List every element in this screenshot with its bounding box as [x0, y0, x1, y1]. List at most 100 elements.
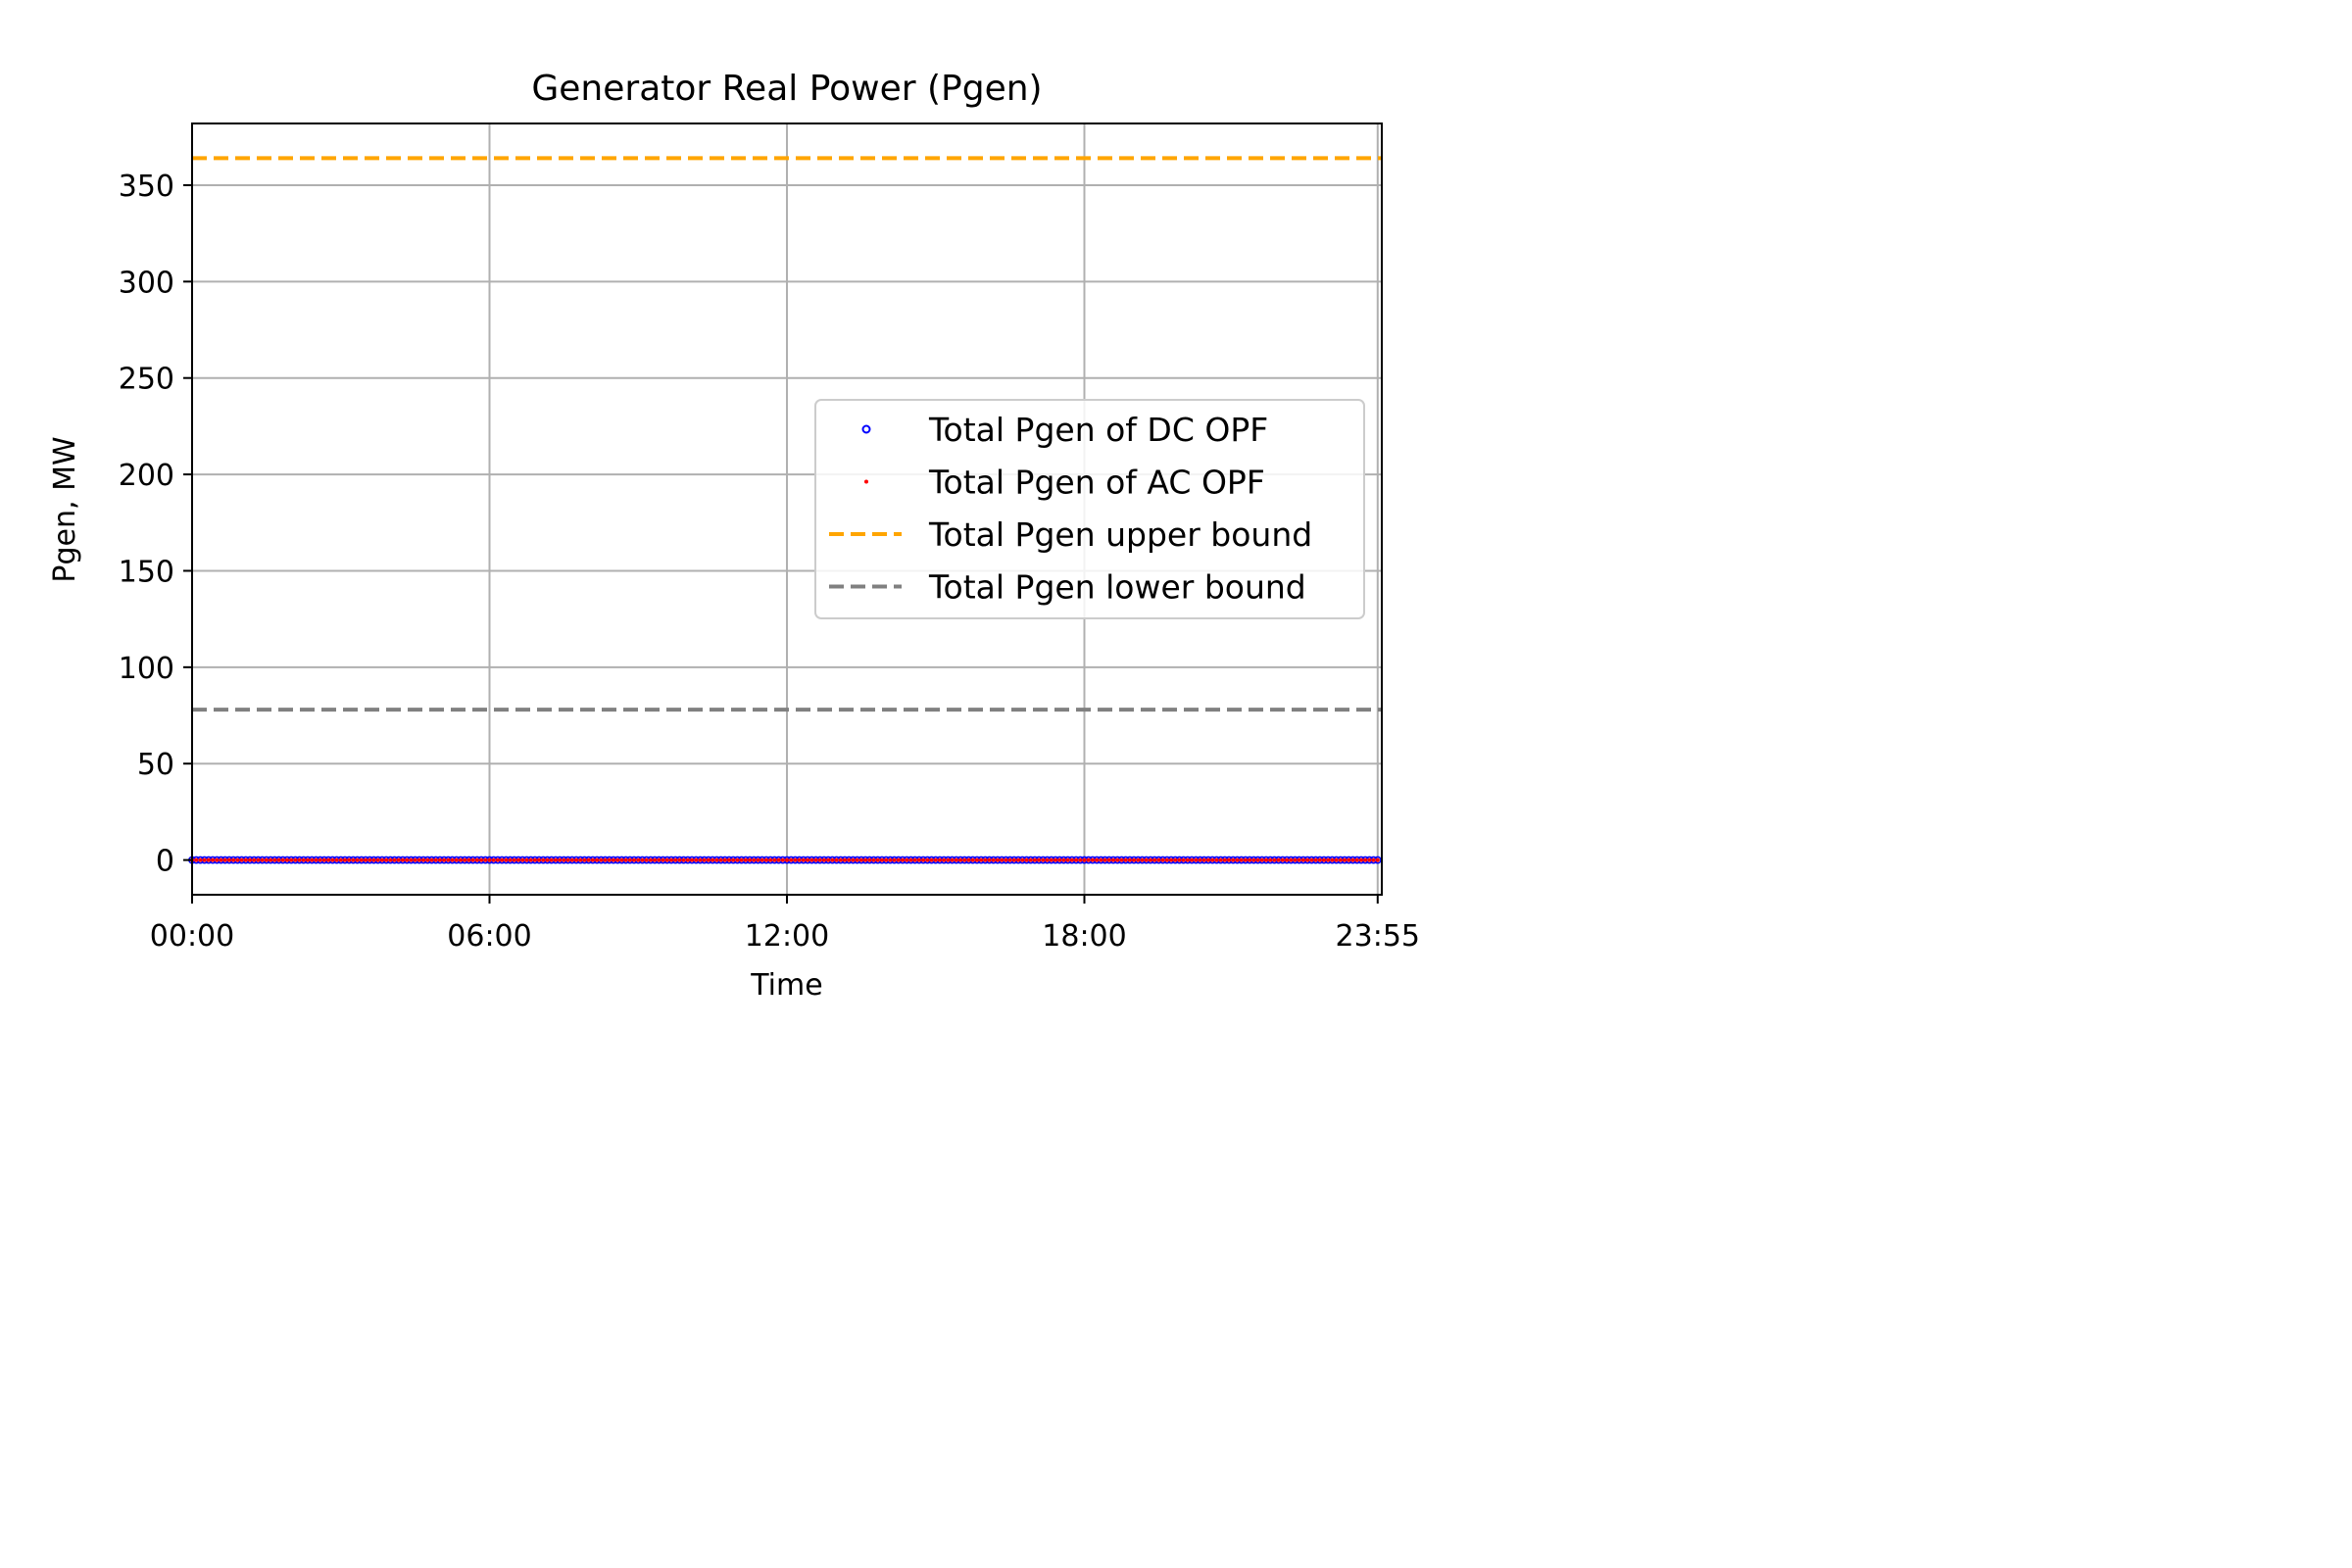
- data-point: [405, 858, 410, 862]
- data-point: [483, 858, 488, 862]
- data-point: [731, 858, 736, 862]
- data-point: [326, 858, 331, 862]
- data-point: [458, 858, 463, 862]
- data-point: [756, 858, 760, 862]
- data-point: [466, 858, 471, 862]
- data-point: [1222, 858, 1227, 862]
- data-point: [306, 858, 311, 862]
- data-point: [1090, 858, 1095, 862]
- data-point: [933, 858, 938, 862]
- y-axis: 0 50 100 150 200 250 300 350: [119, 170, 192, 879]
- data-point: [912, 858, 917, 862]
- legend-item: Total Pgen lower bound: [829, 568, 1306, 607]
- data-point: [528, 858, 533, 862]
- data-point: [532, 858, 537, 862]
- data-point: [1102, 858, 1107, 862]
- data-point: [416, 858, 421, 862]
- data-point: [1285, 858, 1290, 862]
- data-point: [892, 858, 897, 862]
- data-point: [1028, 858, 1033, 862]
- data-point: [1074, 858, 1079, 862]
- data-point: [1111, 858, 1116, 862]
- data-point: [950, 858, 955, 862]
- data-point: [838, 858, 843, 862]
- data-point: [479, 858, 484, 862]
- data-point: [1214, 858, 1219, 862]
- data-point: [673, 858, 678, 862]
- chart-title: Generator Real Power (Pgen): [531, 69, 1042, 109]
- data-point: [206, 858, 211, 862]
- data-point: [916, 858, 921, 862]
- data-point: [1148, 858, 1152, 862]
- data-point: [504, 858, 509, 862]
- data-point: [817, 858, 822, 862]
- data-point: [847, 858, 852, 862]
- data-point: [763, 858, 768, 862]
- data-point: [685, 858, 690, 862]
- data-point: [1181, 858, 1186, 862]
- x-tick-label: 12:00: [745, 919, 829, 954]
- data-point: [987, 858, 992, 862]
- data-point: [1268, 858, 1273, 862]
- data-point: [549, 858, 554, 862]
- data-point: [1350, 858, 1355, 862]
- data-point: [797, 858, 802, 862]
- data-point: [1317, 858, 1322, 862]
- data-point: [256, 858, 261, 862]
- data-point: [537, 858, 542, 862]
- data-point: [1321, 858, 1326, 862]
- data-point: [1297, 858, 1301, 862]
- data-point: [347, 858, 352, 862]
- data-point: [297, 858, 302, 862]
- data-point: [359, 858, 364, 862]
- data-point: [450, 858, 455, 862]
- data-point: [248, 858, 253, 862]
- data-point: [338, 858, 343, 862]
- data-point: [958, 858, 963, 862]
- data-point: [396, 858, 401, 862]
- chart: Generator Real Power (Pgen) 00:00 06:00 12…: [0, 0, 1519, 1029]
- data-point: [1041, 858, 1046, 862]
- data-point: [1053, 858, 1057, 862]
- data-point: [231, 858, 236, 862]
- data-point: [1152, 858, 1157, 862]
- data-point: [586, 858, 591, 862]
- data-point: [809, 858, 814, 862]
- data-point: [1057, 858, 1062, 862]
- data-point: [284, 858, 289, 862]
- data-point: [215, 858, 220, 862]
- data-point: [202, 858, 207, 862]
- data-point: [772, 858, 777, 862]
- data-point: [690, 858, 695, 862]
- data-point: [888, 858, 893, 862]
- data-point: [636, 858, 641, 862]
- data-point: [1239, 858, 1244, 862]
- data-point: [222, 858, 227, 862]
- data-point: [698, 858, 703, 862]
- y-tick-label: 300: [119, 266, 174, 300]
- x-tick-label: 23:55: [1336, 919, 1420, 954]
- data-point: [446, 858, 451, 862]
- y-tick-label: 150: [119, 555, 174, 589]
- data-point: [272, 858, 277, 862]
- data-point: [929, 858, 934, 862]
- data-point: [937, 858, 942, 862]
- x-tick-label: 06:00: [447, 919, 531, 954]
- data-point: [392, 858, 397, 862]
- data-point: [379, 858, 384, 862]
- data-point: [1305, 858, 1310, 862]
- data-point: [198, 858, 203, 862]
- data-point: [1198, 858, 1202, 862]
- data-point: [226, 858, 231, 862]
- data-point: [1201, 858, 1206, 862]
- data-point: [508, 858, 513, 862]
- data-point: [871, 858, 876, 862]
- data-point: [578, 858, 583, 862]
- data-point: [1140, 858, 1145, 862]
- data-point: [681, 858, 686, 862]
- data-point: [946, 858, 951, 862]
- data-point: [1119, 858, 1124, 862]
- data-point: [310, 858, 315, 862]
- data-point: [1210, 858, 1215, 862]
- data-point: [409, 858, 414, 862]
